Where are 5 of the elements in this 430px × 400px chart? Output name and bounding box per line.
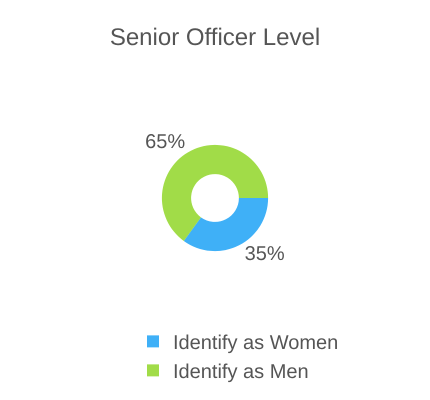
legend-label: Identify as Men xyxy=(173,361,309,384)
data-label: 65% xyxy=(145,130,186,153)
chart-title: Senior Officer Level xyxy=(110,24,320,51)
legend-label: Identify as Women xyxy=(173,332,338,354)
data-label: 35% xyxy=(244,243,285,266)
